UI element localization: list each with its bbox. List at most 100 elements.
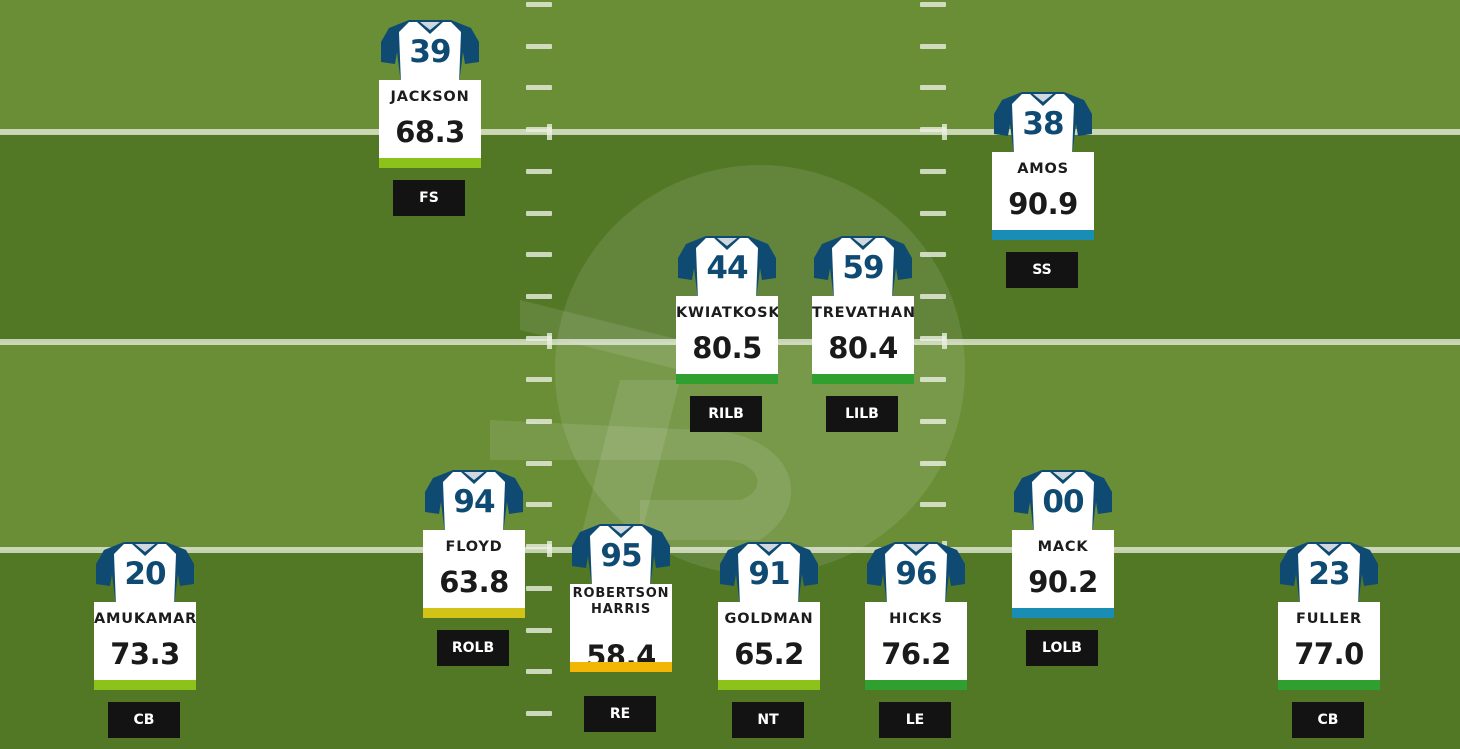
hash-mark bbox=[526, 669, 552, 674]
jersey-icon bbox=[814, 236, 912, 300]
hash-mark bbox=[920, 85, 946, 90]
jersey-number: 91 bbox=[748, 556, 790, 592]
hash-mark bbox=[526, 169, 552, 174]
jersey-icon bbox=[425, 470, 523, 534]
hash-mark bbox=[526, 419, 552, 424]
player-card[interactable]: 00 MACK 90.2 LOLB bbox=[1012, 468, 1114, 688]
player-name: FLOYD bbox=[445, 539, 503, 555]
grade-bar bbox=[992, 230, 1094, 240]
player-grade: 76.2 bbox=[881, 637, 951, 671]
player-name: ROBERTSON HARRIS bbox=[572, 586, 670, 617]
grade-bar bbox=[570, 662, 672, 672]
player-card[interactable]: 38 AMOS 90.9 SS bbox=[992, 90, 1094, 310]
player-info-card: FLOYD 63.8 bbox=[423, 530, 525, 618]
jersey: 23 bbox=[1278, 540, 1380, 606]
jersey-number: 95 bbox=[600, 538, 642, 574]
hash-mark bbox=[526, 85, 552, 90]
hash-mark bbox=[526, 252, 552, 257]
player-card[interactable]: 59 TREVATHAN 80.4 LILB bbox=[812, 234, 914, 454]
jersey-number: 20 bbox=[124, 556, 166, 592]
hash-mark bbox=[920, 252, 946, 257]
hash-mark bbox=[920, 461, 946, 466]
hash-mark bbox=[942, 333, 947, 349]
position-badge: LILB bbox=[826, 396, 898, 432]
position-badge: NT bbox=[732, 702, 804, 738]
jersey: 20 bbox=[94, 540, 196, 606]
hash-mark bbox=[942, 124, 947, 140]
player-card[interactable]: 96 HICKS 76.2 LE bbox=[865, 540, 967, 749]
player-name: JACKSON bbox=[390, 89, 470, 105]
player-name: HICKS bbox=[889, 611, 943, 627]
player-card[interactable]: 94 FLOYD 63.8 ROLB bbox=[423, 468, 525, 688]
grade-bar bbox=[812, 374, 914, 384]
jersey-number: 00 bbox=[1042, 484, 1084, 520]
hash-mark bbox=[526, 544, 552, 549]
player-card[interactable]: 20 AMUKAMARA 73.3 CB bbox=[94, 540, 196, 749]
player-grade: 63.8 bbox=[439, 565, 509, 599]
player-grade: 77.0 bbox=[1294, 637, 1364, 671]
jersey-number: 59 bbox=[842, 250, 884, 286]
hash-mark bbox=[526, 211, 552, 216]
grade-bar bbox=[94, 680, 196, 690]
position-badge: ROLB bbox=[437, 630, 509, 666]
jersey-icon bbox=[1014, 470, 1112, 534]
position-badge: LOLB bbox=[1026, 630, 1098, 666]
grade-bar bbox=[1012, 608, 1114, 618]
hash-mark bbox=[526, 711, 552, 716]
player-info-card: JACKSON 68.3 bbox=[379, 80, 481, 168]
player-grade: 90.9 bbox=[1008, 187, 1078, 221]
jersey: 95 bbox=[570, 522, 672, 588]
jersey-number: 38 bbox=[1022, 106, 1064, 142]
hash-mark bbox=[526, 336, 552, 341]
position-badge: CB bbox=[108, 702, 180, 738]
player-info-card: FULLER 77.0 bbox=[1278, 602, 1380, 690]
jersey: 91 bbox=[718, 540, 820, 606]
player-info-card: MACK 90.2 bbox=[1012, 530, 1114, 618]
jersey-number: 23 bbox=[1308, 556, 1350, 592]
position-badge: RE bbox=[584, 696, 656, 732]
hash-mark bbox=[526, 377, 552, 382]
field-stripe bbox=[0, 0, 1460, 134]
hash-mark bbox=[920, 44, 946, 49]
player-name: MACK bbox=[1037, 539, 1089, 555]
player-grade: 80.5 bbox=[692, 331, 762, 365]
player-name: FULLER bbox=[1295, 611, 1363, 627]
yard-line bbox=[0, 129, 1460, 135]
jersey: 39 bbox=[379, 18, 481, 84]
hash-mark bbox=[547, 333, 552, 349]
hash-mark bbox=[526, 461, 552, 466]
hash-mark bbox=[920, 2, 946, 7]
hash-mark bbox=[920, 502, 946, 507]
grade-bar bbox=[718, 680, 820, 690]
hash-mark bbox=[920, 377, 946, 382]
player-card[interactable]: 39 JACKSON 68.3 FS bbox=[379, 18, 481, 238]
hash-mark bbox=[547, 124, 552, 140]
grade-bar bbox=[676, 374, 778, 384]
player-grade: 80.4 bbox=[828, 331, 898, 365]
jersey-number: 39 bbox=[409, 34, 451, 70]
position-badge: SS bbox=[1006, 252, 1078, 288]
player-info-card: GOLDMAN 65.2 bbox=[718, 602, 820, 690]
hash-mark bbox=[920, 336, 946, 341]
jersey-icon bbox=[572, 524, 670, 588]
player-grade: 65.2 bbox=[734, 637, 804, 671]
hash-mark bbox=[920, 127, 946, 132]
jersey-icon bbox=[381, 20, 479, 84]
jersey: 96 bbox=[865, 540, 967, 606]
jersey-number: 44 bbox=[706, 250, 748, 286]
jersey-number: 94 bbox=[453, 484, 495, 520]
player-card[interactable]: 23 FULLER 77.0 CB bbox=[1278, 540, 1380, 749]
player-card[interactable]: 91 GOLDMAN 65.2 NT bbox=[718, 540, 820, 749]
player-grade: 68.3 bbox=[395, 115, 465, 149]
hash-mark bbox=[526, 44, 552, 49]
player-card[interactable]: 95 ROBERTSON HARRIS 58.4 RE bbox=[570, 522, 672, 742]
hash-mark bbox=[526, 628, 552, 633]
player-name: TREVATHAN bbox=[812, 305, 914, 321]
player-card[interactable]: 44 KWIATKOSKI 80.5 RILB bbox=[676, 234, 778, 454]
grade-bar bbox=[379, 158, 481, 168]
grade-bar bbox=[865, 680, 967, 690]
jersey: 38 bbox=[992, 90, 1094, 156]
player-name: AMOS bbox=[1017, 161, 1069, 177]
hash-mark bbox=[526, 502, 552, 507]
